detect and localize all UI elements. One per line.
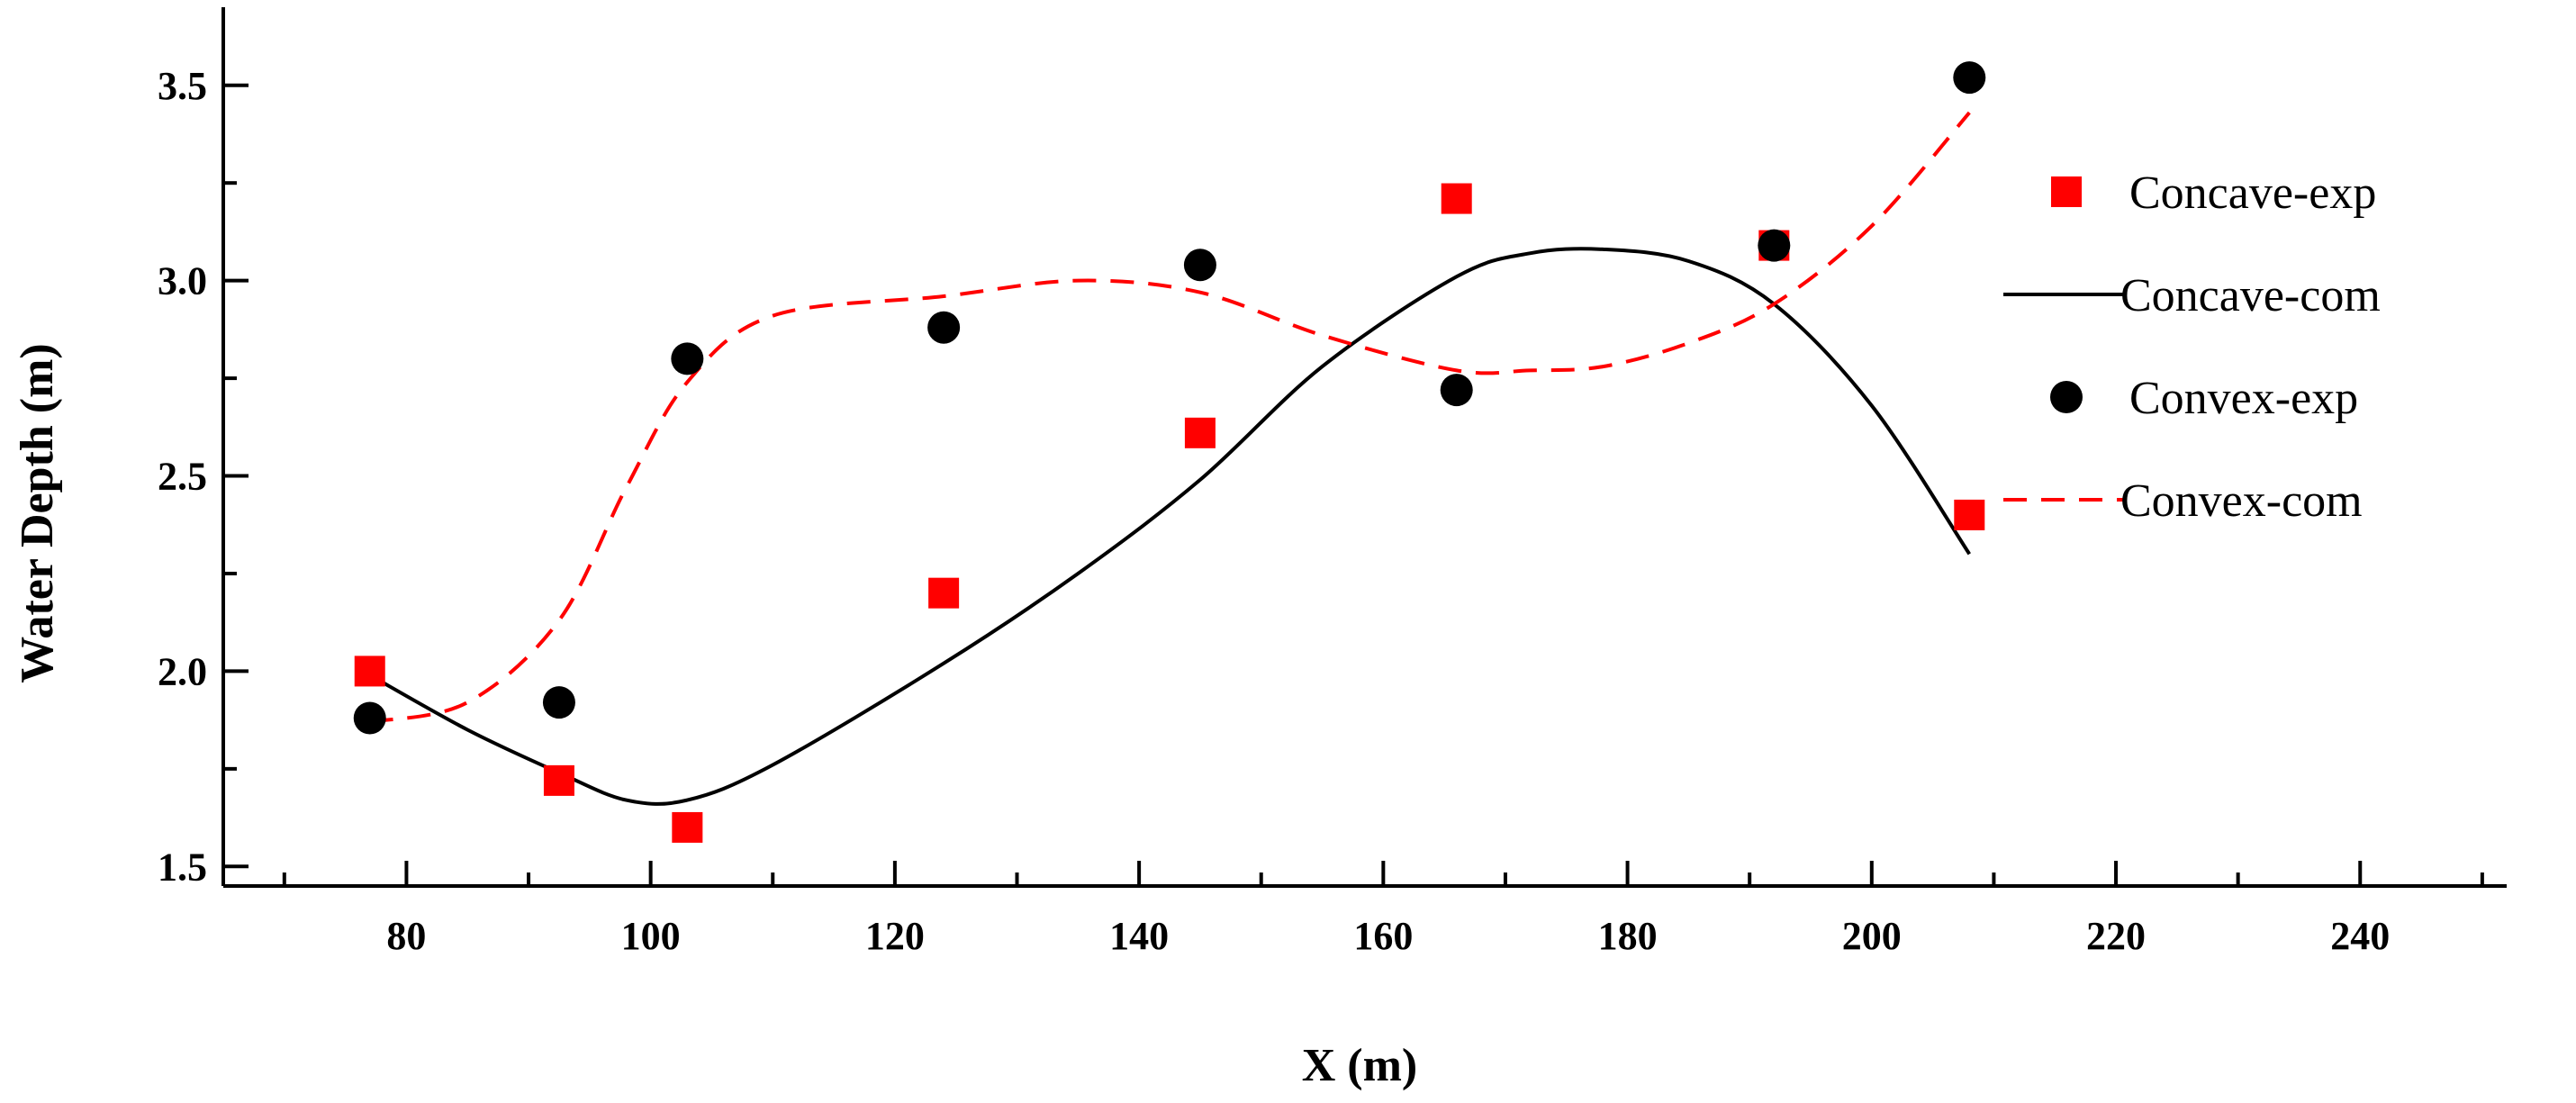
plot-series — [353, 61, 1986, 843]
point-convex-exp — [353, 701, 386, 735]
legend-label-concave-com: Concave-com — [2120, 270, 2381, 321]
x-tick-label: 240 — [2330, 914, 2390, 958]
x-tick-label: 180 — [1598, 914, 1658, 958]
axes: 80 100 120 140 160 180 200 220 240 1.5 2.0 2.5 3.0 3.… — [158, 7, 2507, 958]
x-tick-label: 120 — [865, 914, 925, 958]
point-convex-exp — [542, 686, 575, 719]
point-concave-exp — [1954, 499, 1985, 530]
series-line-convex-com — [369, 111, 1971, 724]
legend: Concave-exp Concave-com Convex-exp Convex-c… — [2003, 167, 2381, 527]
y-tick-label: 2.5 — [158, 455, 207, 499]
point-convex-exp — [1953, 61, 1986, 95]
point-concave-exp — [928, 577, 960, 609]
x-tick-label: 140 — [1109, 914, 1169, 958]
x-axis-title: X (m) — [1302, 1040, 1418, 1091]
x-tick-label: 160 — [1353, 914, 1413, 958]
point-convex-exp — [1183, 249, 1216, 282]
legend-label-concave-exp: Concave-exp — [2129, 167, 2376, 219]
legend-marker-convex-exp — [2050, 381, 2083, 413]
point-convex-exp — [1758, 229, 1791, 262]
x-tick-label: 80 — [386, 914, 426, 958]
legend-marker-concave-exp — [2051, 176, 2082, 207]
point-concave-exp — [354, 655, 385, 687]
point-concave-exp — [672, 811, 703, 843]
x-tick-label: 100 — [621, 914, 681, 958]
point-convex-exp — [1440, 374, 1473, 407]
series-line-concave-com — [368, 247, 1971, 806]
legend-label-convex-exp: Convex-exp — [2129, 373, 2358, 424]
point-convex-exp — [927, 311, 961, 344]
y-tick-label: 1.5 — [158, 845, 207, 889]
legend-label-convex-com: Convex-com — [2120, 475, 2363, 527]
y-tick-label: 2.0 — [158, 649, 207, 693]
y-axis-title: Water Depth (m) — [12, 343, 63, 683]
x-tick-label: 220 — [2086, 914, 2146, 958]
point-concave-exp — [543, 764, 574, 796]
y-tick-label: 3.5 — [158, 64, 207, 108]
point-convex-exp — [671, 342, 704, 375]
x-tick-label: 200 — [1842, 914, 1902, 958]
y-tick-label: 3.0 — [158, 259, 207, 303]
point-concave-exp — [1441, 183, 1472, 214]
point-concave-exp — [1184, 417, 1216, 448]
